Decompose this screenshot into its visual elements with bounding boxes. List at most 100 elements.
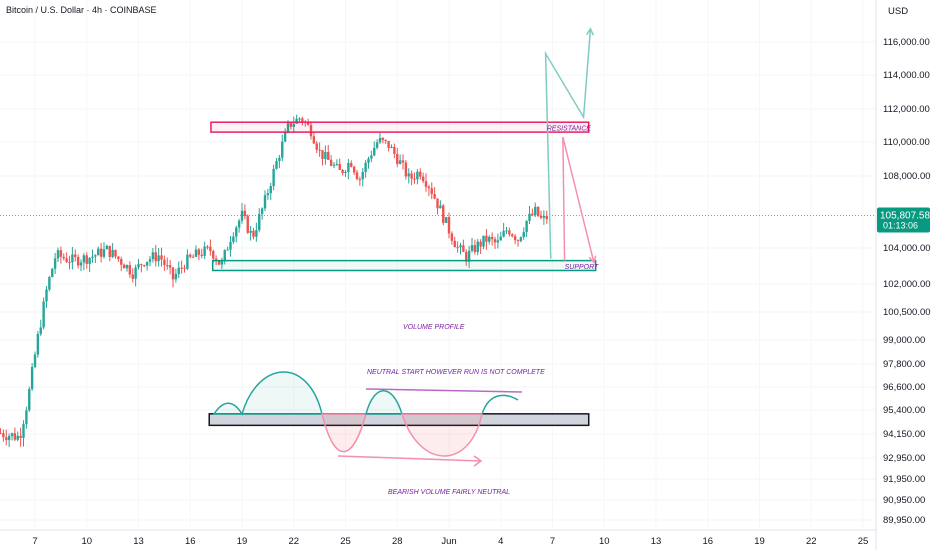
- candle-body: [318, 149, 321, 151]
- candle-body: [148, 259, 152, 262]
- candle-body: [301, 118, 304, 122]
- candle-body: [522, 232, 525, 238]
- time-tick-label: 13: [133, 536, 144, 547]
- candle-body: [183, 267, 186, 269]
- candle-body: [237, 220, 241, 228]
- candle-body: [439, 205, 442, 209]
- candle-body: [91, 256, 94, 258]
- candle-body: [370, 155, 373, 159]
- price-tick-label: 116,000.00: [883, 37, 930, 48]
- candle-body: [140, 264, 143, 266]
- candle-body: [407, 173, 410, 177]
- projection-teal-up: [544, 28, 592, 259]
- candle-body: [260, 208, 264, 215]
- candle-body: [367, 158, 370, 163]
- candle-body: [476, 241, 479, 253]
- candle-body: [387, 140, 390, 148]
- candle-body: [59, 250, 63, 257]
- last-price-countdown: 01:13:06: [883, 220, 918, 230]
- candle-body: [137, 264, 140, 268]
- bearish-label: BEARISH VOLUME FAIRLY NEUTRAL: [388, 489, 510, 496]
- candle-body: [410, 173, 413, 179]
- candle-body: [292, 123, 295, 127]
- candle-body: [278, 157, 281, 162]
- candle-body: [194, 249, 198, 257]
- candle-body: [114, 249, 117, 257]
- candle-body: [166, 265, 169, 267]
- wave-down-2: [400, 413, 483, 457]
- candle-body: [79, 262, 83, 266]
- candle-body: [462, 245, 465, 252]
- candle-body: [217, 261, 221, 265]
- candle-body: [39, 327, 42, 334]
- candle-body: [263, 195, 267, 209]
- candle-body: [488, 236, 491, 242]
- candle-body: [36, 333, 40, 355]
- candle-body: [542, 215, 546, 218]
- candle-body: [120, 259, 123, 265]
- candle-body: [226, 249, 229, 251]
- candle-body: [13, 433, 17, 440]
- candle-body: [56, 250, 60, 259]
- candle-body: [99, 248, 103, 257]
- candle-body: [513, 236, 517, 241]
- candle-body: [545, 215, 548, 220]
- candle-body: [229, 241, 232, 250]
- time-tick-label: 28: [392, 536, 403, 547]
- time-axis[interactable]: 7 10 13 16 19 22 25 28 Jun 4 7 10 13 16 19 22 25: [32, 536, 868, 547]
- candle-body: [108, 245, 111, 257]
- currency-label[interactable]: USD: [888, 6, 908, 17]
- candle-body: [281, 141, 284, 158]
- candle-body: [375, 142, 379, 148]
- candle-body: [174, 274, 178, 280]
- candle-body: [398, 160, 402, 164]
- candle-body: [378, 137, 382, 143]
- candle-body: [197, 249, 201, 255]
- last-price-badge-bg: [877, 207, 930, 233]
- candle-body: [315, 143, 318, 150]
- candle-body: [327, 151, 330, 160]
- candle-body: [493, 239, 497, 243]
- candle-body: [214, 258, 218, 262]
- projection-arrowhead: [585, 27, 595, 36]
- candle-body: [539, 215, 543, 218]
- time-tick-label: 22: [806, 536, 817, 547]
- time-tick-label: 10: [81, 536, 92, 547]
- candle-body: [28, 389, 31, 411]
- wave-up-3: [481, 394, 519, 415]
- candle-body: [125, 265, 129, 269]
- candle-body: [358, 179, 362, 181]
- candle-body: [246, 215, 249, 233]
- candle-body: [413, 178, 416, 180]
- candle-body: [42, 301, 45, 328]
- time-tick-label: 7: [550, 536, 555, 547]
- candle-body: [62, 256, 65, 259]
- time-tick-label: 7: [32, 536, 37, 547]
- candle-body: [453, 240, 456, 248]
- wave-up-1: [212, 371, 323, 416]
- candle-body: [312, 136, 316, 144]
- price-tick-label: 99,000.00: [883, 335, 925, 346]
- candle-body: [105, 245, 109, 250]
- candle-body: [536, 206, 540, 216]
- candle-body: [171, 267, 175, 280]
- candle-body: [191, 256, 195, 258]
- time-tick-label: 19: [754, 536, 765, 547]
- candle-body: [71, 254, 74, 263]
- price-axis[interactable]: 116,000.00 114,000.00 112,000.00 110,000.00…: [883, 37, 931, 526]
- price-tick-label: 104,000.00: [883, 243, 931, 254]
- candle-body: [344, 171, 347, 173]
- candle-body: [145, 261, 149, 266]
- time-tick-label: 13: [651, 536, 662, 547]
- candle-body: [186, 254, 189, 269]
- candle-body: [352, 166, 356, 173]
- candle-body: [235, 227, 238, 237]
- candle-body: [16, 435, 19, 440]
- candle-body: [154, 252, 157, 262]
- price-tick-label: 89,950.00: [883, 515, 925, 526]
- candle-body: [430, 188, 433, 194]
- last-price-badge: 105,807.58 01:13:06: [877, 207, 930, 233]
- candle-body: [393, 146, 396, 154]
- candle-body: [157, 255, 160, 262]
